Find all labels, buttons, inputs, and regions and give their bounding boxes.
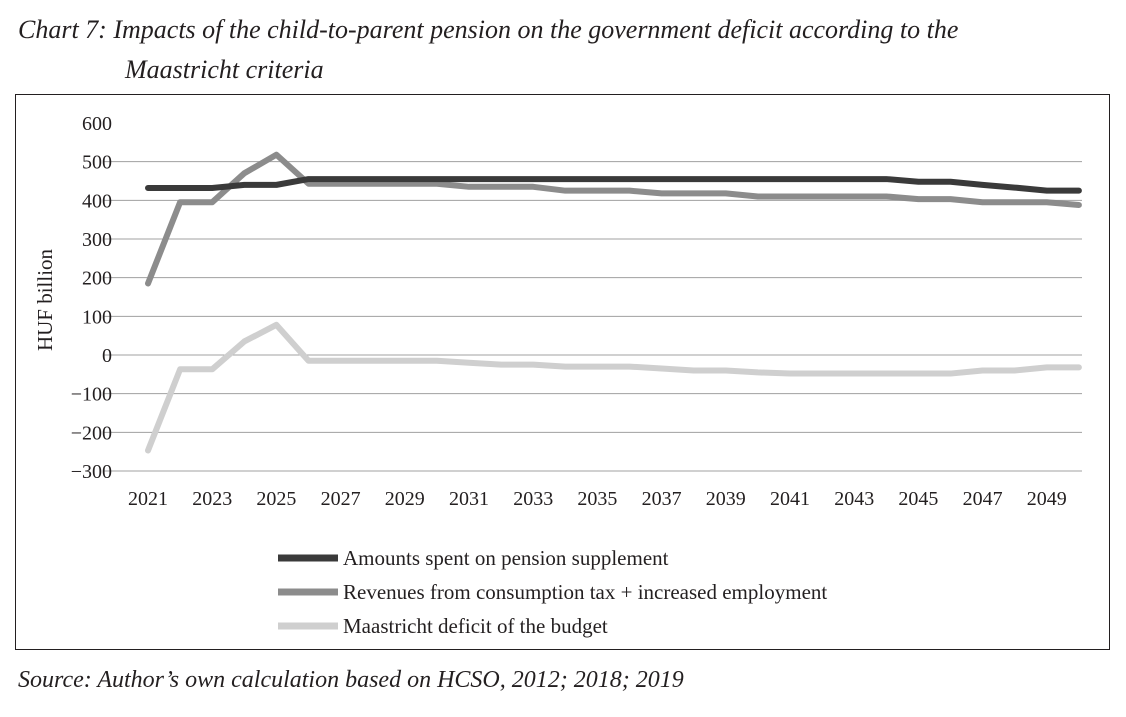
x-tick-label: 2039 (706, 488, 746, 510)
x-tick-label: 2021 (128, 488, 168, 510)
chart-title: Chart 7: Impacts of the child-to-parent … (18, 10, 1118, 90)
x-tick-label: 2043 (834, 488, 874, 510)
legend-label: Maastricht deficit of the budget (343, 614, 608, 638)
x-tick-label: 2033 (513, 488, 553, 510)
x-tick-label: 2045 (898, 488, 938, 510)
title-line-1: Chart 7: Impacts of the child-to-parent … (18, 15, 959, 44)
title-line-2: Maastricht criteria (125, 55, 324, 84)
y-tick-label: 100 (82, 306, 112, 328)
y-tick-label: 300 (82, 229, 112, 251)
x-tick-label: 2025 (256, 488, 296, 510)
y-tick-label: −200 (71, 422, 112, 444)
x-tick-label: 2037 (642, 488, 682, 510)
series-line (145, 176, 1082, 194)
x-tick-label: 2041 (770, 488, 810, 510)
y-tick-label: −100 (71, 384, 112, 406)
chart-frame (15, 94, 1110, 650)
y-tick-label: −300 (71, 461, 112, 483)
x-tick-label: 2031 (449, 488, 489, 510)
y-tick-label: 600 (82, 113, 112, 135)
x-tick-label: 2029 (385, 488, 425, 510)
y-axis-label: HUF billion (33, 248, 57, 351)
x-tick-label: 2027 (321, 488, 361, 510)
legend-label: Revenues from consumption tax + increase… (343, 580, 827, 604)
y-tick-label: 200 (82, 268, 112, 290)
x-tick-label: 2049 (1027, 488, 1067, 510)
series-line (145, 151, 1082, 287)
legend-label: Amounts spent on pension supplement (343, 546, 669, 570)
y-tick-label: 500 (82, 152, 112, 174)
y-tick-label: 400 (82, 190, 112, 212)
x-tick-label: 2047 (963, 488, 1003, 510)
x-tick-label: 2035 (577, 488, 617, 510)
y-tick-label: 0 (102, 345, 112, 367)
source-note: Source: Author’s own calculation based o… (18, 667, 684, 693)
series-line (145, 321, 1082, 454)
x-tick-label: 2023 (192, 488, 232, 510)
